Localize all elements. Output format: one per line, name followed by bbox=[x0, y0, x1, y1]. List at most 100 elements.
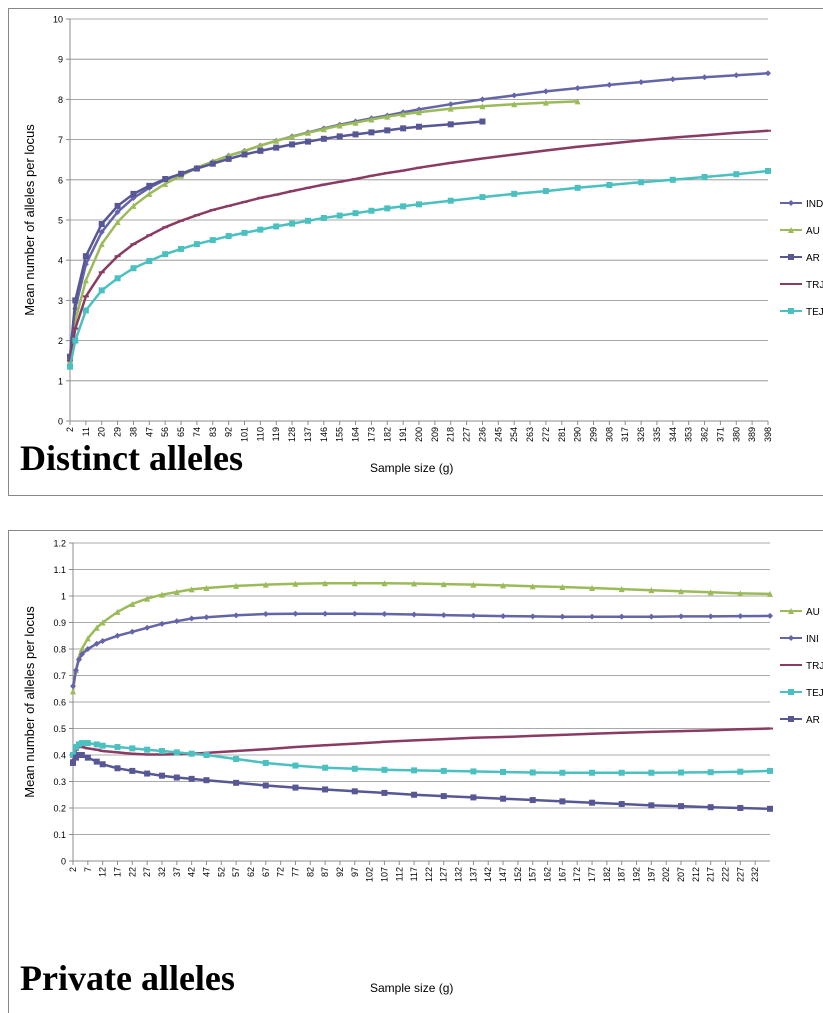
marker bbox=[114, 275, 121, 282]
marker bbox=[574, 98, 581, 105]
marker bbox=[114, 219, 121, 226]
marker bbox=[678, 588, 685, 595]
marker bbox=[114, 632, 121, 639]
marker bbox=[618, 769, 625, 776]
marker bbox=[322, 764, 329, 771]
x-tick-label: 164 bbox=[351, 427, 361, 442]
x-tick-label: 2 bbox=[65, 427, 75, 432]
marker bbox=[678, 613, 685, 620]
marker bbox=[262, 611, 269, 618]
marker bbox=[289, 133, 296, 140]
chart-title: Distinct alleles bbox=[20, 438, 243, 478]
marker bbox=[733, 72, 740, 79]
marker bbox=[368, 116, 375, 123]
marker bbox=[99, 742, 106, 749]
marker bbox=[98, 241, 105, 248]
marker bbox=[669, 176, 676, 183]
y-tick-label: 0.3 bbox=[53, 777, 66, 787]
marker bbox=[93, 741, 100, 748]
marker bbox=[78, 752, 85, 758]
series-line bbox=[71, 753, 771, 811]
x-tick-label: 236 bbox=[477, 427, 487, 442]
x-tick-label: 62 bbox=[246, 867, 256, 877]
marker bbox=[638, 179, 645, 186]
x-tick-label: 11 bbox=[81, 427, 91, 436]
marker bbox=[241, 151, 248, 158]
x-tick-label: 56 bbox=[160, 427, 170, 437]
marker bbox=[589, 585, 596, 592]
series-line bbox=[68, 169, 769, 367]
marker bbox=[320, 135, 327, 142]
x-tick-label: 20 bbox=[97, 427, 107, 437]
marker bbox=[75, 656, 82, 663]
x-tick-label: 263 bbox=[525, 427, 535, 442]
marker bbox=[203, 585, 210, 592]
x-tick-label: 200 bbox=[414, 427, 424, 442]
marker bbox=[618, 801, 625, 808]
x-tick-label: 37 bbox=[172, 867, 182, 877]
x-tick-label: 29 bbox=[113, 427, 123, 437]
marker bbox=[304, 217, 311, 224]
marker bbox=[233, 779, 240, 786]
x-tick-label: 177 bbox=[587, 867, 597, 882]
legend-label: TEJ bbox=[806, 688, 823, 699]
marker bbox=[114, 744, 121, 751]
marker bbox=[479, 96, 486, 103]
x-tick-label: 127 bbox=[439, 867, 449, 882]
marker bbox=[400, 125, 407, 132]
marker bbox=[99, 619, 106, 626]
legend-label: AR bbox=[806, 715, 820, 726]
marker bbox=[203, 777, 210, 784]
marker bbox=[767, 590, 773, 597]
chart-frame bbox=[8, 8, 823, 496]
x-tick-label: 187 bbox=[617, 867, 627, 882]
marker bbox=[381, 580, 388, 587]
x-tick-label: 155 bbox=[335, 427, 345, 442]
marker bbox=[479, 194, 486, 201]
marker bbox=[320, 126, 327, 133]
marker bbox=[606, 182, 613, 189]
marker bbox=[765, 167, 771, 174]
marker bbox=[529, 613, 536, 620]
marker bbox=[72, 667, 79, 674]
marker bbox=[368, 129, 375, 136]
x-tick-label: 102 bbox=[365, 867, 375, 882]
marker bbox=[130, 190, 137, 197]
marker bbox=[440, 581, 447, 588]
y-tick-label: 0 bbox=[58, 417, 63, 427]
marker bbox=[262, 782, 269, 789]
y-tick-label: 8 bbox=[58, 95, 63, 105]
marker bbox=[193, 241, 200, 248]
x-tick-label: 146 bbox=[319, 427, 329, 442]
y-tick-label: 0.1 bbox=[53, 830, 66, 840]
marker bbox=[707, 589, 714, 596]
marker bbox=[788, 716, 794, 722]
marker bbox=[162, 175, 169, 182]
x-tick-label: 212 bbox=[691, 867, 701, 882]
y-tick-label: 4 bbox=[58, 256, 63, 266]
marker bbox=[648, 587, 655, 594]
x-tick-label: 197 bbox=[646, 867, 656, 882]
marker bbox=[70, 688, 76, 695]
marker bbox=[188, 775, 195, 782]
x-tick-label: 157 bbox=[528, 867, 538, 882]
marker bbox=[737, 805, 744, 811]
marker bbox=[678, 769, 685, 776]
marker bbox=[765, 70, 771, 77]
x-tick-label: 22 bbox=[127, 867, 137, 877]
marker bbox=[72, 297, 79, 304]
marker bbox=[351, 610, 358, 617]
marker bbox=[114, 608, 121, 615]
x-tick-label: 245 bbox=[493, 427, 503, 442]
x-tick-label: 82 bbox=[305, 867, 315, 877]
marker bbox=[447, 197, 454, 204]
x-tick-label: 137 bbox=[303, 427, 313, 442]
marker bbox=[129, 745, 136, 752]
x-tick-label: 167 bbox=[557, 867, 567, 882]
marker bbox=[511, 92, 518, 99]
x-tick-label: 47 bbox=[201, 867, 211, 877]
marker bbox=[292, 762, 299, 769]
marker bbox=[188, 586, 195, 593]
